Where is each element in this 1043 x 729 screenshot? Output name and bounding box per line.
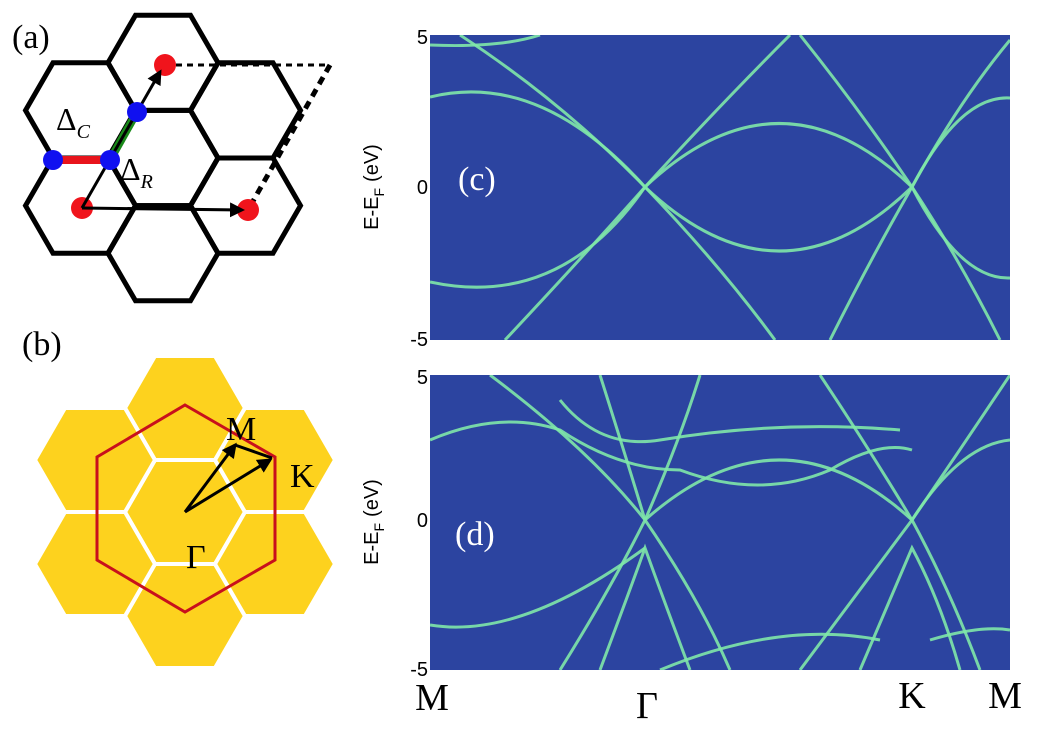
site-blue xyxy=(100,150,120,170)
arrow xyxy=(81,202,245,218)
band-curve xyxy=(558,399,901,444)
panel-label: (d) xyxy=(455,516,495,553)
plot-area xyxy=(430,375,1010,670)
band-curve xyxy=(910,96,1010,188)
point-label: M xyxy=(226,411,256,448)
x-label: K xyxy=(898,675,926,717)
symbol: Δ xyxy=(56,101,77,137)
y-tick-label: -5 xyxy=(410,329,428,351)
label-text: E-E xyxy=(361,197,383,230)
site-red xyxy=(154,54,176,76)
unit: (eV) xyxy=(361,479,383,517)
subscript: R xyxy=(140,171,153,193)
band-curve xyxy=(659,632,881,670)
delta-r: ΔR xyxy=(120,151,153,193)
label-text: E-E xyxy=(361,532,383,565)
delta-c: ΔC xyxy=(56,101,91,143)
site-blue xyxy=(43,150,63,170)
arrow xyxy=(183,442,237,513)
y-tick-label: 5 xyxy=(417,27,428,49)
point-label: K xyxy=(290,458,315,495)
panel-label: (b) xyxy=(22,326,62,363)
band-curve xyxy=(558,375,702,670)
hexagon xyxy=(32,510,158,618)
band-curve xyxy=(910,186,1010,280)
bands xyxy=(430,35,1010,340)
band-curve xyxy=(430,420,913,487)
band-curve xyxy=(929,627,1010,642)
x-label: M xyxy=(415,677,449,719)
y-tick-label: 5 xyxy=(417,367,428,389)
reciprocal-lattice xyxy=(32,354,338,670)
hexagon xyxy=(105,203,221,304)
x-label: M xyxy=(988,675,1022,717)
subscript: F xyxy=(371,188,387,197)
panel-label: (a) xyxy=(12,19,50,56)
y-tick-label: 0 xyxy=(417,510,428,532)
band-curve xyxy=(643,122,914,189)
plot-area xyxy=(430,35,1010,340)
band-curve xyxy=(643,185,914,253)
point-label: Γ xyxy=(186,539,206,576)
band-curve xyxy=(644,458,914,522)
band-curve xyxy=(430,546,646,629)
arrow xyxy=(184,458,273,514)
y-tick-label: 0 xyxy=(417,177,428,199)
path-line xyxy=(234,443,273,460)
bands xyxy=(430,375,1010,670)
unit: (eV) xyxy=(361,144,383,182)
subscript: F xyxy=(371,523,387,532)
hexagon xyxy=(212,510,338,618)
x-label: Γ xyxy=(636,685,658,727)
panel-label: (c) xyxy=(458,161,496,198)
site-blue xyxy=(127,102,147,122)
band-curve xyxy=(858,544,962,670)
band-curve xyxy=(598,375,647,521)
symbol: Δ xyxy=(120,151,141,187)
y-tick-label: -5 xyxy=(410,659,428,681)
y-axis-label: E-EF (eV) xyxy=(361,144,387,230)
band-curve xyxy=(430,35,541,48)
band-curve xyxy=(430,90,647,289)
subscript: C xyxy=(77,121,91,143)
brillouin-zone xyxy=(95,403,277,614)
band-curve xyxy=(910,438,1010,521)
arrow xyxy=(80,69,162,209)
y-axis-label: E-EF (eV) xyxy=(361,479,387,565)
